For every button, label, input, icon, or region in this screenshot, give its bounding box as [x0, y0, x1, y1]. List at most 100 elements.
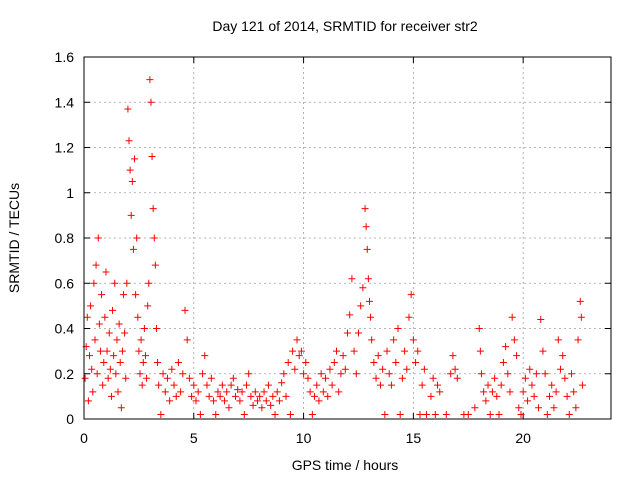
data-point	[172, 392, 180, 400]
data-point	[124, 105, 132, 113]
data-point	[396, 410, 404, 418]
data-point	[405, 313, 413, 321]
data-point	[403, 365, 411, 373]
data-point	[221, 397, 229, 405]
data-point	[115, 320, 123, 328]
data-point	[471, 404, 479, 412]
data-point	[94, 234, 102, 242]
data-point	[216, 392, 224, 400]
data-point	[81, 374, 89, 382]
data-point	[260, 388, 268, 396]
data-point	[161, 388, 169, 396]
data-point	[554, 336, 562, 344]
data-point	[364, 275, 372, 283]
data-point	[548, 381, 556, 389]
data-point	[234, 386, 242, 394]
data-point	[528, 381, 536, 389]
data-point	[567, 370, 575, 378]
data-point	[227, 381, 235, 389]
data-point	[122, 374, 130, 382]
data-point	[190, 381, 198, 389]
data-point	[394, 325, 402, 332]
data-point	[409, 336, 417, 344]
data-point	[141, 352, 149, 360]
y-tick-label: 0.4	[55, 321, 75, 337]
data-point	[300, 370, 308, 378]
data-point	[109, 306, 117, 314]
data-point	[212, 410, 220, 418]
data-point	[362, 223, 370, 231]
y-tick-label: 0.6	[55, 275, 75, 291]
data-point	[374, 352, 382, 360]
data-point	[337, 370, 345, 378]
axis-ticks: 0 0.2 0.4 0.6 0.8 1 1.2 1.4 1.6 0 5 10 15 20	[55, 49, 611, 446]
data-point	[335, 388, 343, 396]
data-point	[491, 374, 499, 382]
data-point	[105, 329, 113, 337]
data-point	[99, 381, 107, 389]
data-point	[488, 388, 496, 396]
data-point	[576, 297, 584, 305]
x-tick-label: 20	[515, 430, 531, 446]
data-point	[486, 410, 494, 418]
data-point	[101, 313, 109, 321]
data-point	[258, 404, 266, 412]
data-point	[242, 381, 250, 389]
data-point	[282, 392, 290, 400]
data-point	[168, 365, 176, 373]
data-point	[313, 381, 321, 389]
data-point	[416, 410, 424, 418]
data-point	[262, 397, 270, 405]
data-point	[225, 404, 233, 412]
data-point	[442, 410, 450, 418]
data-point	[546, 392, 554, 400]
data-point	[304, 374, 312, 382]
data-point	[218, 381, 226, 389]
data-point	[137, 336, 145, 344]
x-tick-label: 0	[80, 430, 88, 446]
data-point	[111, 279, 119, 287]
data-point	[510, 336, 518, 344]
data-point	[319, 388, 327, 396]
data-point	[311, 392, 319, 400]
data-point	[344, 329, 351, 337]
data-point	[315, 397, 323, 405]
data-point	[504, 370, 512, 378]
data-points	[81, 76, 586, 418]
data-point	[157, 410, 165, 418]
data-point	[541, 370, 549, 378]
y-axis-label: SRMTID / TECUs	[6, 183, 22, 293]
data-point	[370, 358, 378, 366]
data-point	[249, 401, 257, 409]
data-point	[357, 302, 365, 310]
data-point	[88, 365, 96, 373]
data-point	[129, 245, 137, 253]
data-point	[223, 388, 231, 396]
data-point	[118, 347, 126, 355]
data-point	[519, 388, 527, 396]
data-point	[574, 336, 582, 344]
data-point	[543, 410, 551, 418]
plot-frame	[83, 56, 612, 420]
data-point	[271, 410, 279, 418]
data-point	[352, 370, 360, 378]
data-point	[207, 374, 215, 382]
data-point	[147, 98, 155, 106]
data-point	[372, 374, 380, 382]
data-point	[493, 392, 501, 400]
data-point	[431, 410, 439, 418]
data-point	[145, 279, 153, 287]
data-point	[85, 352, 93, 360]
data-point	[107, 392, 115, 400]
data-point	[414, 347, 422, 355]
data-point	[341, 365, 349, 373]
data-point	[151, 261, 159, 269]
data-point	[146, 76, 154, 84]
y-tick-label: 1	[66, 185, 74, 201]
grid	[84, 57, 611, 419]
data-point	[532, 370, 540, 378]
data-point	[264, 381, 272, 389]
data-point	[123, 279, 131, 287]
data-point	[535, 404, 543, 412]
data-point	[381, 410, 389, 418]
